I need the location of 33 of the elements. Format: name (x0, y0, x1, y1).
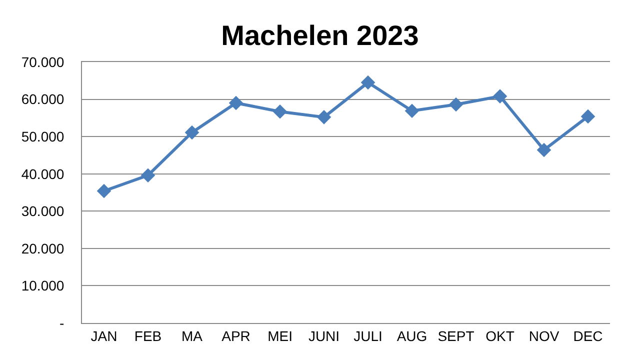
point (228, 96, 244, 110)
point (96, 184, 112, 198)
x-tick-label: NOV (528, 328, 560, 344)
x-tick-label: MEI (268, 328, 292, 344)
y-tick-label: 70.000 (21, 54, 64, 70)
x-tick-label: SEPT (438, 328, 475, 344)
point (316, 110, 332, 124)
y-tick-label: 20.000 (21, 240, 64, 256)
point (184, 125, 200, 140)
point (272, 104, 288, 119)
point (536, 142, 552, 158)
x-tick-label: FEB (134, 328, 162, 344)
point (448, 97, 464, 112)
y-tick-label: 40.000 (21, 166, 64, 182)
point (580, 109, 596, 124)
x-tick-label: OKT (486, 328, 515, 344)
y-tick-label: 50.000 (21, 128, 64, 144)
x-tick-label: MA (182, 328, 204, 344)
x-tick-label: DEC (573, 328, 603, 344)
chart-title: Machelen 2023 (221, 20, 419, 51)
y-tick-label: 30.000 (21, 203, 64, 220)
point (140, 168, 156, 182)
x-tick-label: JUNI (308, 328, 340, 344)
y-tick-label: 10.000 (21, 278, 64, 294)
point (404, 104, 420, 118)
y-tick-label: - (60, 314, 65, 331)
x-tick-label: AUG (396, 328, 428, 344)
x-tick-label: JULI (354, 328, 382, 344)
y-tick-label: 60.000 (21, 91, 64, 108)
x-tick-label: APR (222, 328, 250, 344)
point (360, 75, 376, 90)
point (492, 89, 508, 104)
x-tick-label: JAN (90, 328, 118, 344)
